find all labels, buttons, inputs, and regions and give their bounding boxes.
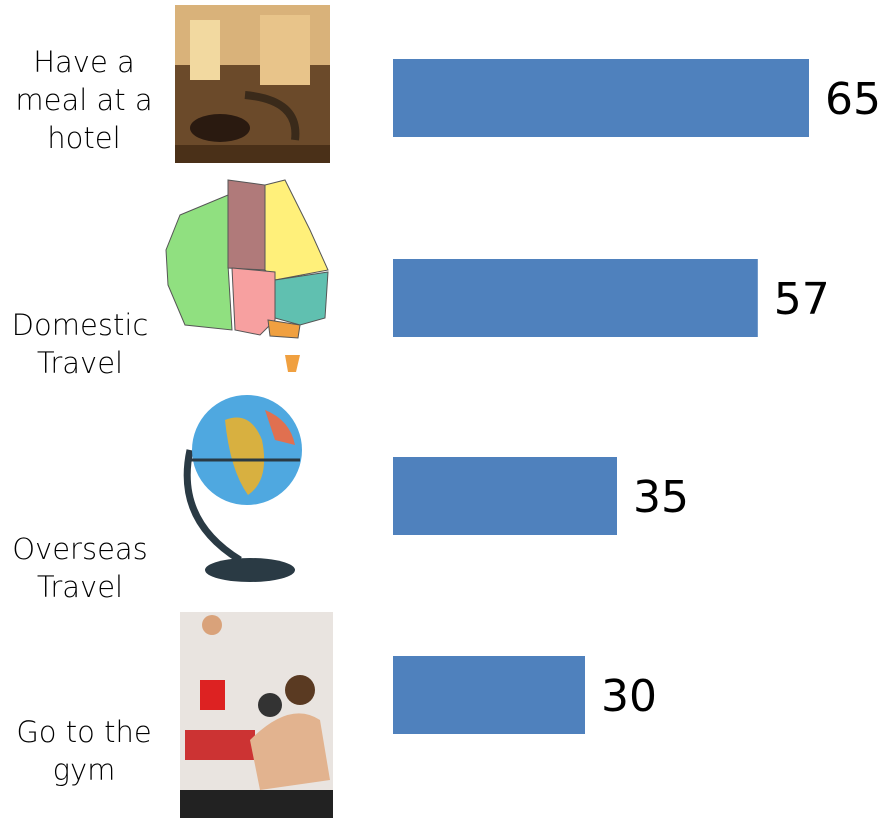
bar: [393, 59, 809, 137]
australia-map-image: [165, 179, 329, 372]
globe-image: [183, 395, 302, 582]
bar: [393, 457, 617, 535]
bar: [393, 259, 758, 337]
category-label: Domestic Travel: [11, 308, 149, 380]
value-label: 57: [774, 274, 830, 325]
value-label: 35: [633, 472, 689, 523]
category-label: Overseas Travel: [12, 532, 148, 604]
category-label: Have a meal at a hotel: [15, 45, 153, 155]
hotel-image: [175, 5, 330, 163]
category-label: Go to the gym: [16, 715, 152, 787]
value-label: 65: [825, 74, 881, 125]
gym-image: [180, 612, 333, 818]
bar: [393, 656, 585, 734]
value-label: 30: [601, 671, 657, 722]
